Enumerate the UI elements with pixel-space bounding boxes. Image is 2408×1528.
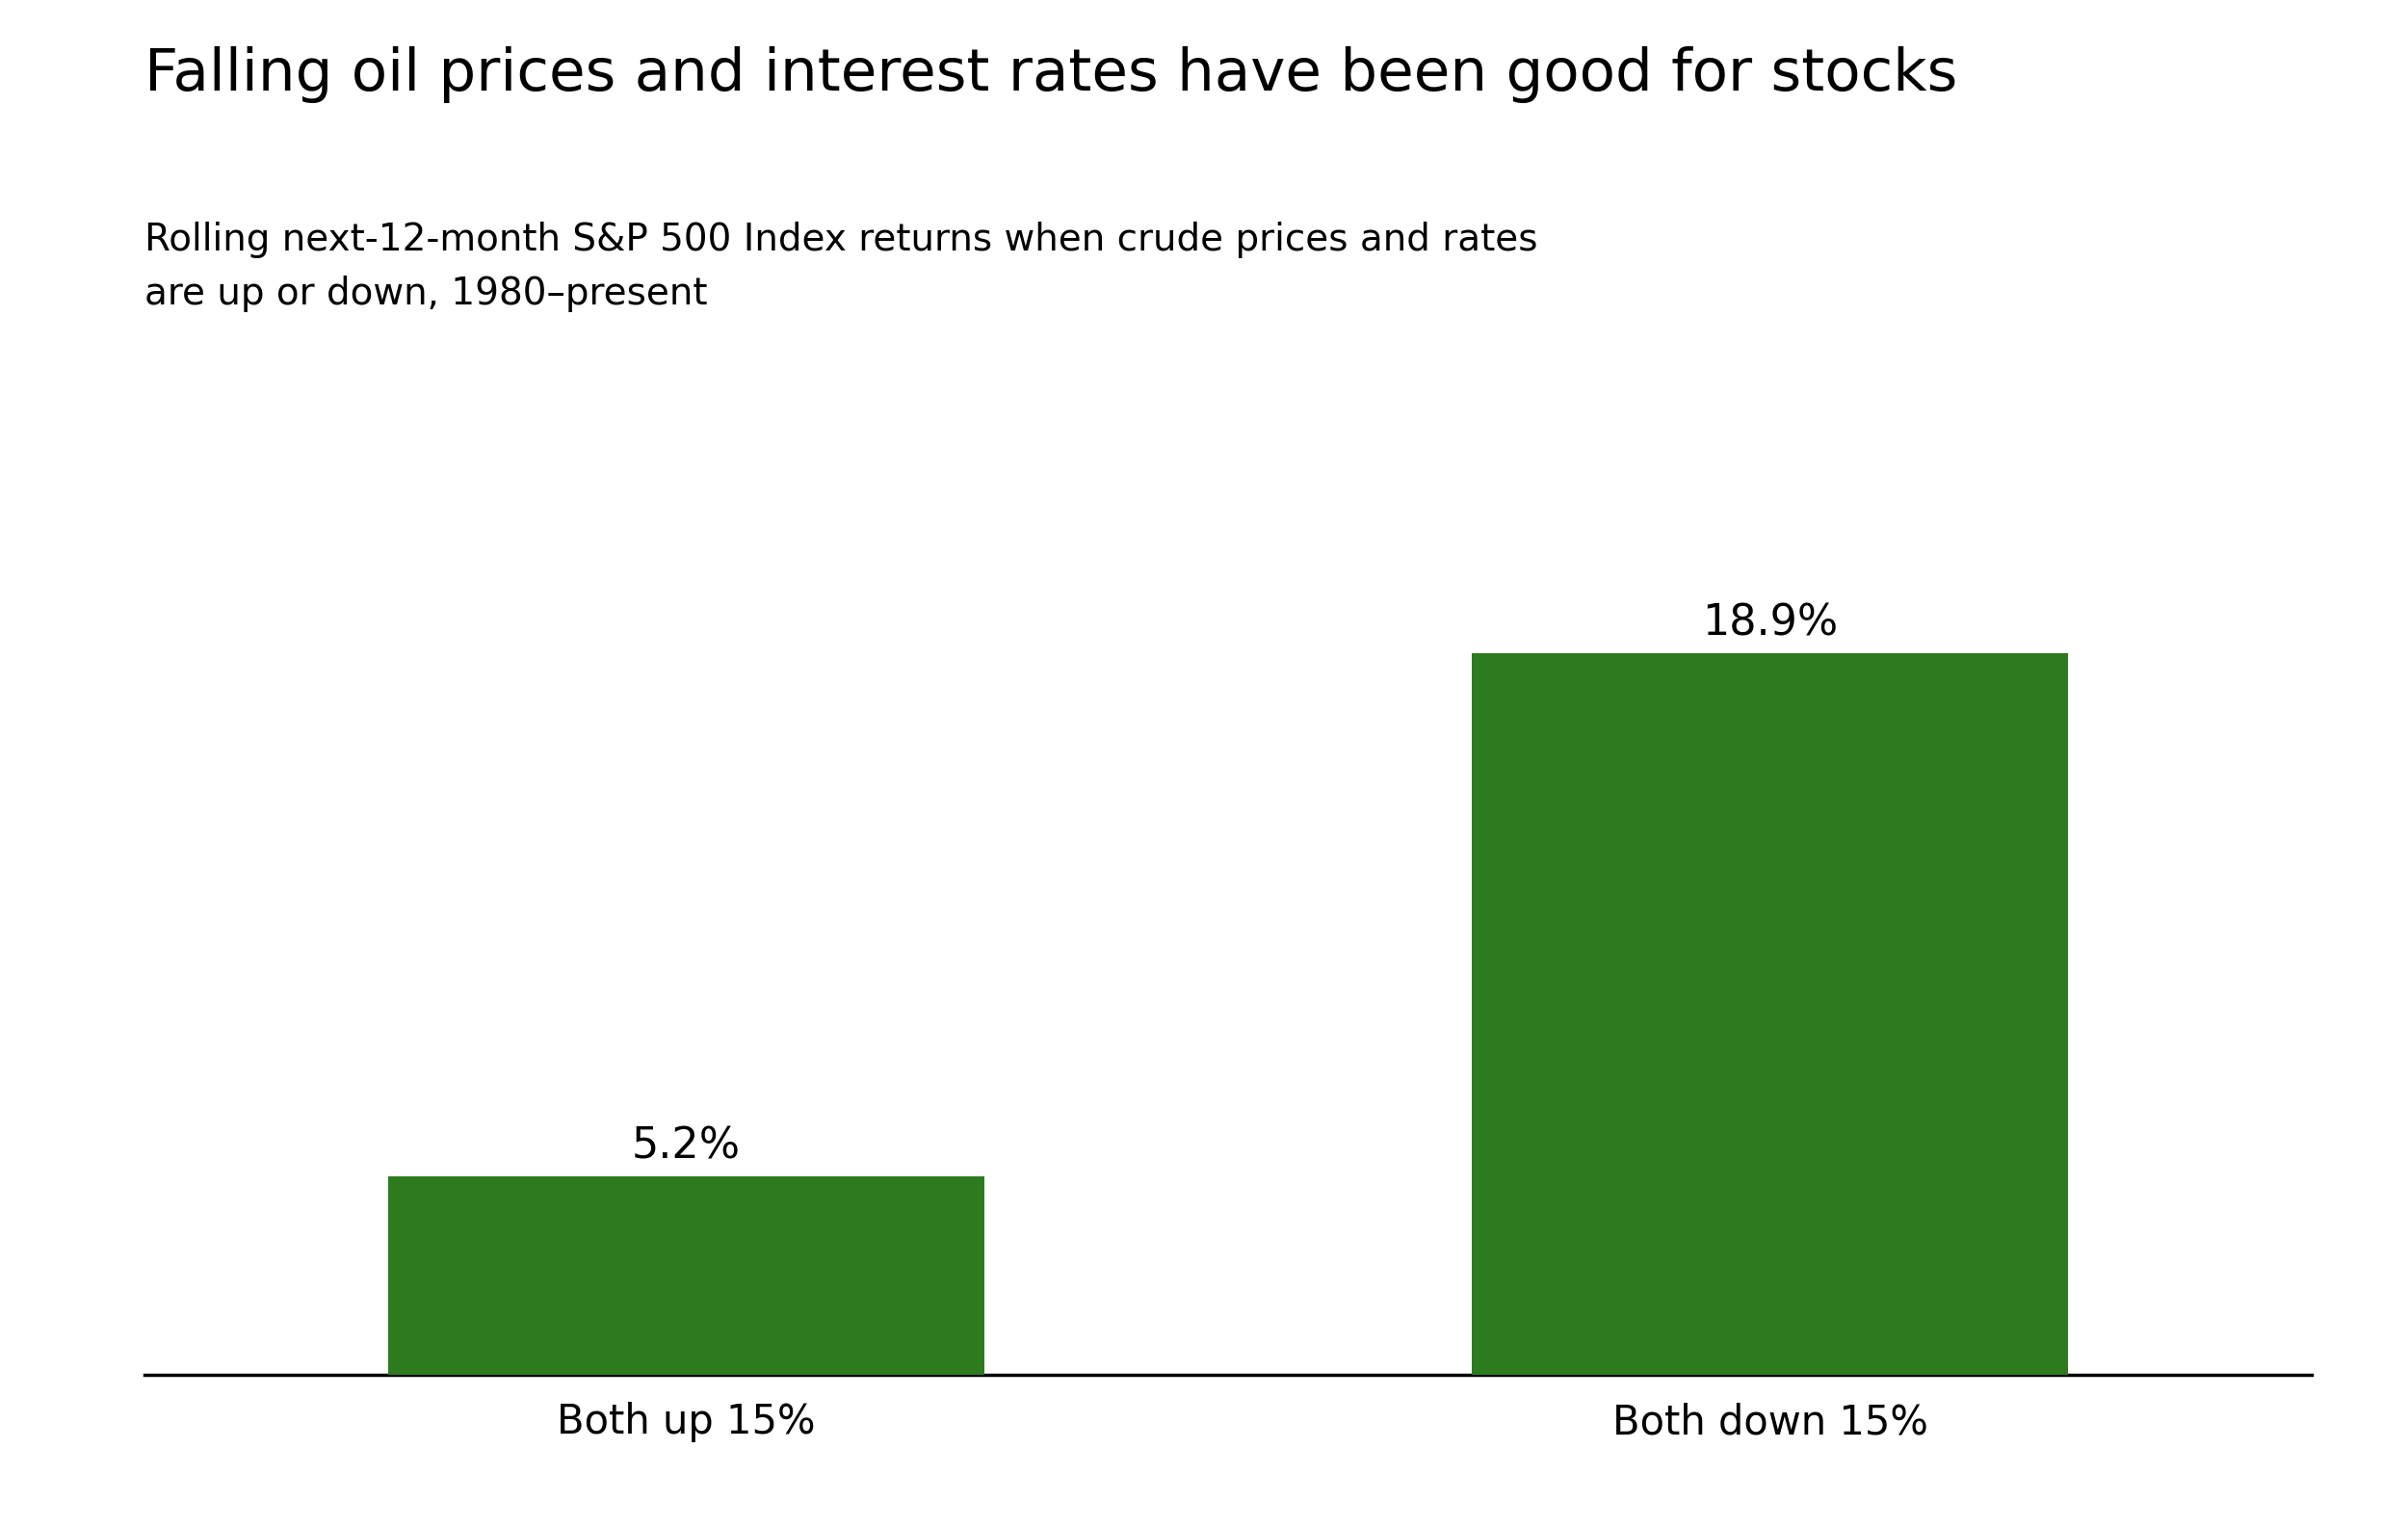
Text: Rolling next-12-month S&P 500 Index returns when crude prices and rates
are up o: Rolling next-12-month S&P 500 Index retu… xyxy=(144,222,1539,312)
Text: Falling oil prices and interest rates have been good for stocks: Falling oil prices and interest rates ha… xyxy=(144,46,1958,102)
Text: 5.2%: 5.2% xyxy=(631,1126,742,1167)
Bar xyxy=(1471,652,2068,1375)
Text: 18.9%: 18.9% xyxy=(1702,602,1837,643)
Bar xyxy=(388,1177,985,1375)
